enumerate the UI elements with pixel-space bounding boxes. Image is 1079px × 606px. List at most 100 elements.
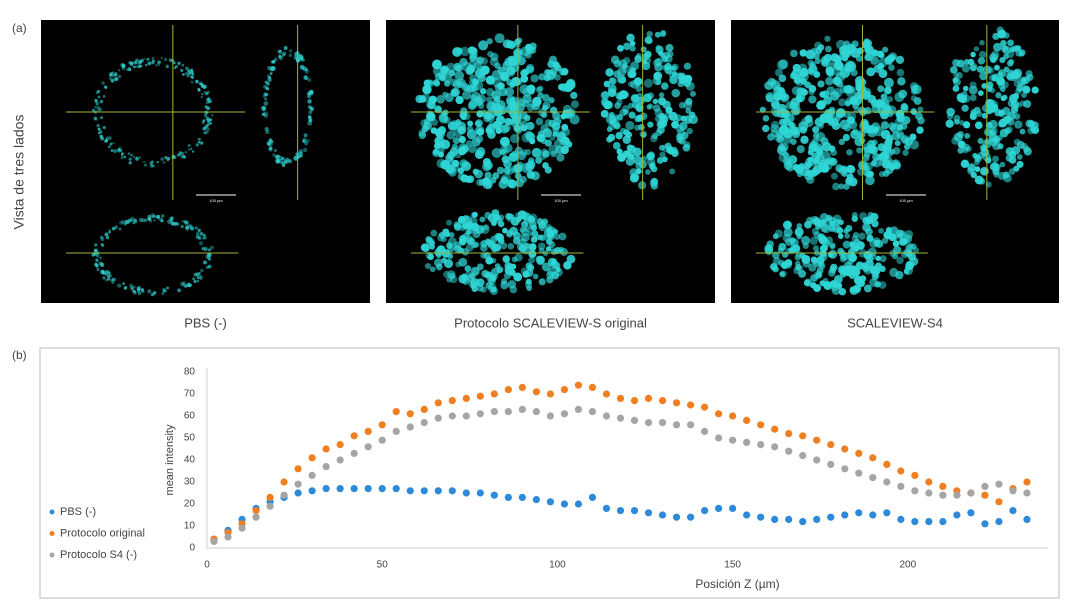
nucleus [444, 231, 451, 238]
nucleus [526, 121, 535, 131]
legend-label: PBS (-) [60, 506, 96, 518]
nucleus [147, 61, 152, 66]
nucleus [160, 56, 163, 60]
nucleus [634, 124, 641, 131]
nucleus [838, 183, 845, 190]
data-point [686, 513, 695, 521]
nucleus [111, 227, 116, 231]
nucleus [186, 221, 190, 224]
nucleus [976, 65, 985, 73]
nucleus [838, 138, 845, 146]
nucleus [1007, 74, 1014, 82]
nucleus [1005, 154, 1013, 162]
nucleus [880, 129, 891, 140]
nucleus [299, 56, 304, 60]
nucleus [838, 165, 847, 175]
x-tick-label: 200 [899, 560, 916, 571]
data-point [616, 507, 625, 515]
nucleus [608, 77, 616, 84]
nucleus [843, 123, 852, 132]
nucleus [209, 245, 214, 250]
nucleus [655, 45, 664, 54]
nucleus [266, 141, 271, 146]
nucleus [532, 96, 542, 107]
nucleus [184, 150, 188, 154]
nucleus [953, 114, 961, 122]
nucleus [969, 94, 977, 102]
nucleus [298, 149, 304, 154]
nucleus [206, 254, 210, 257]
nucleus [190, 80, 194, 84]
nucleus [138, 65, 141, 69]
nucleus [1012, 92, 1020, 100]
nucleus [482, 177, 490, 185]
data-point [518, 405, 526, 413]
nucleus [845, 97, 853, 106]
nucleus [858, 106, 866, 114]
data-point [869, 511, 877, 519]
nucleus [458, 135, 466, 144]
nucleus [418, 95, 427, 103]
nucleus [203, 260, 208, 265]
nucleus [537, 85, 544, 92]
nucleus [839, 52, 846, 58]
nucleus [274, 57, 278, 62]
nucleus [261, 112, 266, 117]
nucleus [94, 117, 98, 121]
nucleus [542, 162, 549, 169]
nucleus [951, 136, 960, 145]
nucleus [548, 119, 557, 128]
nucleus [895, 229, 904, 238]
nucleus [849, 241, 856, 247]
nucleus [128, 157, 132, 161]
nucleus [303, 75, 309, 80]
nucleus [199, 231, 204, 236]
nucleus [823, 283, 830, 289]
nucleus [616, 148, 623, 155]
nucleus [623, 109, 629, 115]
nucleus [953, 78, 961, 86]
nucleus [188, 71, 191, 75]
nucleus [902, 149, 909, 156]
nucleus [504, 87, 515, 97]
nucleus [907, 243, 914, 250]
nucleus [877, 85, 885, 93]
nucleus [629, 40, 636, 47]
nucleus [121, 66, 126, 71]
nucleus [474, 150, 484, 159]
nucleus [207, 256, 211, 260]
data-point [743, 438, 751, 446]
nucleus [139, 217, 144, 223]
data-point [350, 485, 358, 493]
nucleus [855, 261, 864, 270]
data-point [532, 388, 540, 396]
nucleus [771, 120, 780, 130]
nucleus [850, 246, 858, 254]
data-point [658, 511, 667, 519]
nucleus [552, 61, 560, 69]
nucleus [489, 287, 499, 296]
nucleus [450, 78, 459, 87]
nucleus [538, 278, 546, 286]
nucleus [544, 139, 552, 147]
nucleus [504, 117, 512, 126]
nucleus [863, 150, 871, 158]
nucleus [1009, 46, 1016, 53]
nucleus [654, 31, 661, 38]
nucleus [530, 74, 539, 83]
nucleus [1023, 147, 1032, 156]
nucleus [676, 72, 684, 80]
nucleus [104, 232, 109, 237]
nucleus [888, 64, 895, 71]
nucleus [809, 236, 818, 245]
data-point [532, 408, 540, 416]
nucleus [151, 214, 155, 218]
nucleus [627, 102, 634, 109]
nucleus [829, 242, 836, 249]
nucleus [468, 144, 477, 154]
nucleus [563, 261, 572, 270]
data-point [364, 443, 372, 451]
nucleus [283, 46, 288, 50]
nucleus [655, 79, 662, 86]
nucleus [835, 282, 843, 290]
